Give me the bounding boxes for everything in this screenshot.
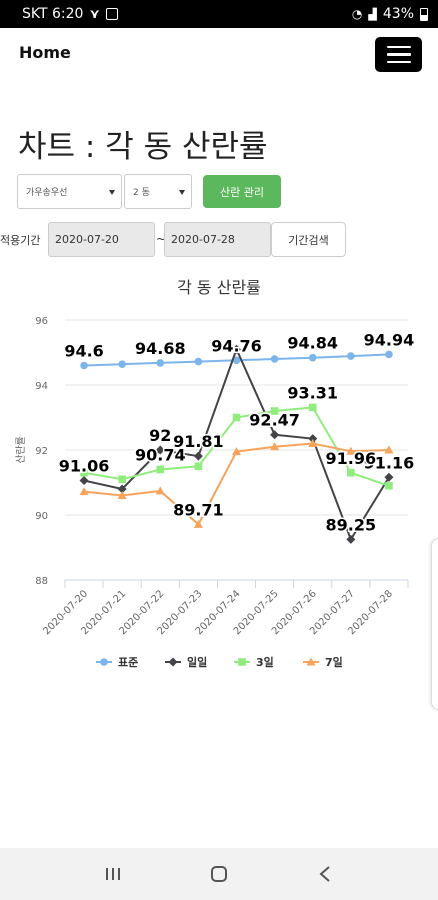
signal-icon: ▟ [368, 7, 377, 21]
data-point [80, 361, 88, 370]
dong-select[interactable]: 2 동 [124, 174, 192, 209]
legend-marker [306, 657, 316, 666]
data-point [117, 491, 127, 499]
back-icon[interactable] [305, 854, 345, 894]
data-point [156, 465, 165, 474]
data-point [194, 462, 203, 471]
data-point [384, 472, 394, 482]
date-to-input[interactable]: 2020-07-28 [164, 222, 271, 257]
y-tick-label: 94 [35, 381, 48, 392]
data-point [79, 476, 89, 486]
data-label: 94.68 [135, 339, 186, 358]
data-point [79, 487, 89, 496]
data-label: 92 [149, 426, 171, 445]
data-point [346, 534, 356, 544]
y-tick-label: 88 [35, 576, 48, 587]
legend-item: 3일 [256, 655, 274, 669]
data-label: 94.6 [64, 342, 103, 361]
data-point [117, 484, 127, 494]
status-bar: SKT 6:20 ⋎ ◔ ▟ 43% [0, 0, 438, 28]
brand-home-link[interactable]: Home [19, 43, 71, 62]
y-tick-label: 92 [35, 446, 48, 457]
data-label: 91.96 [326, 449, 377, 468]
y-tick-label: 90 [35, 511, 48, 522]
legend-marker [168, 657, 178, 667]
chevron-down-icon [109, 190, 115, 195]
date-separator: ~ [156, 232, 167, 246]
data-point [270, 355, 279, 363]
data-point [347, 352, 355, 360]
chevron-down-icon [179, 190, 185, 195]
y-axis-label: 산란률 [15, 436, 27, 464]
data-label: 90.74 [135, 446, 186, 465]
mail-icon [105, 8, 118, 20]
data-point [232, 447, 241, 456]
data-point [308, 353, 317, 362]
data-point [270, 407, 279, 415]
bottom-nav [0, 848, 438, 900]
farm-select[interactable]: 가우송우선 [17, 174, 122, 209]
recent-apps-icon[interactable] [93, 854, 133, 894]
data-label: 93.31 [287, 383, 338, 402]
legend-item: 일일 [187, 655, 207, 669]
data-point [193, 451, 203, 461]
data-label: 91.06 [59, 457, 110, 476]
data-point [193, 519, 203, 528]
data-point [232, 344, 241, 354]
period-search-button[interactable]: 기간검색 [271, 222, 346, 257]
battery-text: 43% [382, 6, 414, 22]
data-point [384, 445, 394, 454]
period-label: 적용기간 [0, 234, 41, 247]
manage-button[interactable]: 산란 관리 [203, 175, 281, 208]
legend-marker [238, 658, 246, 666]
data-label: 94.94 [364, 330, 415, 349]
data-point [385, 481, 393, 490]
data-label: 92.47 [249, 411, 300, 430]
data-label: 94.84 [287, 334, 338, 353]
data-label: 91.81 [173, 432, 224, 451]
data-label: 89.25 [326, 515, 377, 534]
data-point [270, 430, 280, 440]
data-point [118, 475, 126, 484]
data-point [232, 356, 241, 365]
data-point [232, 413, 241, 422]
data-point [155, 486, 165, 495]
data-point [118, 360, 126, 368]
home-icon[interactable] [199, 854, 239, 894]
data-point [155, 445, 165, 455]
edge-panel-handle[interactable] [431, 538, 438, 710]
carrier-time: SKT 6:20 [22, 6, 84, 22]
legend-item: 7일 [325, 655, 343, 669]
data-point [194, 357, 203, 366]
chart-title: 각 동 산란률 [177, 278, 261, 297]
page-title: 차트 : 각 동 산란률 [18, 129, 268, 165]
wifi-icon: ◔ [351, 7, 363, 21]
series-line [83, 346, 390, 542]
data-point [308, 439, 318, 447]
data-point [385, 350, 393, 359]
data-point [308, 403, 317, 412]
data-point [156, 359, 165, 367]
legend-item: 표준 [118, 656, 138, 669]
line-chart: 각 동 산란률8890929496산란률2020-07-202020-07-21… [15, 278, 416, 669]
data-point [80, 468, 88, 477]
hamburger-menu-icon[interactable] [375, 37, 422, 72]
battery-icon [420, 7, 428, 21]
legend-marker [100, 658, 108, 666]
data-point [270, 442, 280, 451]
data-label: 94.76 [211, 336, 262, 355]
data-label: 91.16 [364, 453, 415, 472]
data-point [346, 446, 356, 455]
navbar: Home [0, 28, 438, 78]
farm-select-value: 가우송우선 [26, 188, 68, 198]
data-point [347, 468, 355, 477]
date-from-input[interactable]: 2020-07-20 [48, 222, 155, 257]
v-logo-icon: ⋎ [89, 6, 100, 22]
data-point [308, 434, 318, 444]
y-tick-label: 96 [35, 316, 48, 327]
data-label: 89.71 [173, 500, 224, 519]
dong-select-value: 2 동 [133, 188, 150, 198]
